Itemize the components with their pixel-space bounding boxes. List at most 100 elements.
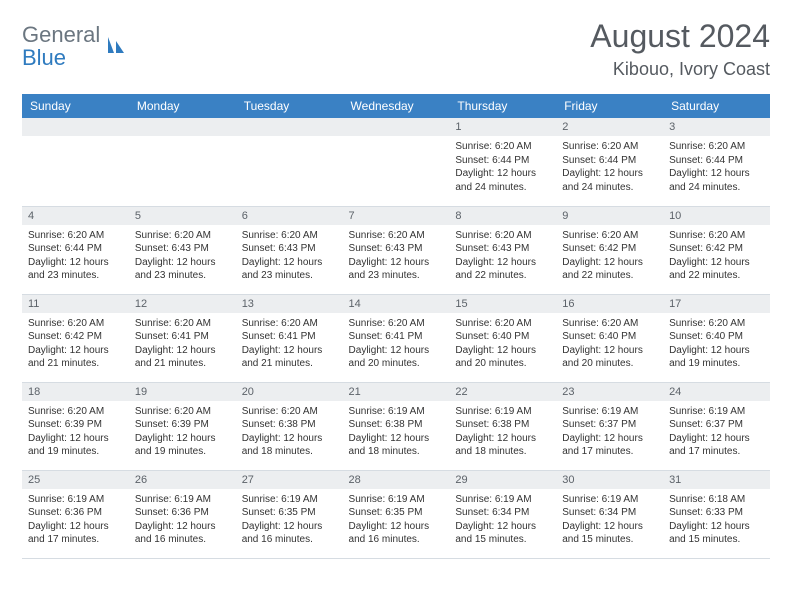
calendar-day-cell: 29Sunrise: 6:19 AMSunset: 6:34 PMDayligh…	[449, 470, 556, 558]
daylight-text: Daylight: 12 hours and 21 minutes.	[135, 344, 230, 371]
calendar-day-cell: 18Sunrise: 6:20 AMSunset: 6:39 PMDayligh…	[22, 382, 129, 470]
calendar-day-cell: 14Sunrise: 6:20 AMSunset: 6:41 PMDayligh…	[343, 294, 450, 382]
calendar-week-row: 4Sunrise: 6:20 AMSunset: 6:44 PMDaylight…	[22, 206, 770, 294]
daylight-text: Daylight: 12 hours and 20 minutes.	[455, 344, 550, 371]
calendar-day-cell: 26Sunrise: 6:19 AMSunset: 6:36 PMDayligh…	[129, 470, 236, 558]
sunrise-text: Sunrise: 6:20 AM	[28, 405, 123, 419]
day-number-bar: 9	[556, 207, 663, 225]
sunrise-text: Sunrise: 6:19 AM	[455, 493, 550, 507]
calendar-day-cell: 11Sunrise: 6:20 AMSunset: 6:42 PMDayligh…	[22, 294, 129, 382]
day-content: Sunrise: 6:20 AMSunset: 6:43 PMDaylight:…	[129, 225, 236, 287]
sunset-text: Sunset: 6:43 PM	[135, 242, 230, 256]
daylight-text: Daylight: 12 hours and 22 minutes.	[562, 256, 657, 283]
day-number-bar: 22	[449, 383, 556, 401]
weekday-header: Thursday	[449, 94, 556, 118]
logo: General Blue	[22, 24, 130, 70]
sunrise-text: Sunrise: 6:20 AM	[242, 229, 337, 243]
day-content: Sunrise: 6:20 AMSunset: 6:41 PMDaylight:…	[129, 313, 236, 375]
day-number-bar: 31	[663, 471, 770, 489]
sunset-text: Sunset: 6:44 PM	[28, 242, 123, 256]
day-content: Sunrise: 6:19 AMSunset: 6:36 PMDaylight:…	[129, 489, 236, 551]
day-number-bar: 23	[556, 383, 663, 401]
day-number-bar: 30	[556, 471, 663, 489]
daylight-text: Daylight: 12 hours and 23 minutes.	[28, 256, 123, 283]
calendar-day-cell: 10Sunrise: 6:20 AMSunset: 6:42 PMDayligh…	[663, 206, 770, 294]
day-number-bar: 2	[556, 118, 663, 136]
day-content: Sunrise: 6:20 AMSunset: 6:39 PMDaylight:…	[22, 401, 129, 463]
calendar-day-cell	[343, 118, 450, 206]
sunset-text: Sunset: 6:41 PM	[349, 330, 444, 344]
day-content: Sunrise: 6:20 AMSunset: 6:44 PMDaylight:…	[556, 136, 663, 198]
calendar-day-cell: 17Sunrise: 6:20 AMSunset: 6:40 PMDayligh…	[663, 294, 770, 382]
day-number-bar: 12	[129, 295, 236, 313]
calendar-day-cell: 22Sunrise: 6:19 AMSunset: 6:38 PMDayligh…	[449, 382, 556, 470]
title-block: August 2024 Kibouo, Ivory Coast	[590, 18, 770, 80]
day-number-bar	[236, 118, 343, 136]
day-content: Sunrise: 6:20 AMSunset: 6:44 PMDaylight:…	[22, 225, 129, 287]
sunset-text: Sunset: 6:40 PM	[669, 330, 764, 344]
daylight-text: Daylight: 12 hours and 21 minutes.	[242, 344, 337, 371]
weekday-header: Sunday	[22, 94, 129, 118]
day-number-bar: 19	[129, 383, 236, 401]
sunset-text: Sunset: 6:40 PM	[455, 330, 550, 344]
day-number-bar: 1	[449, 118, 556, 136]
day-content: Sunrise: 6:20 AMSunset: 6:42 PMDaylight:…	[22, 313, 129, 375]
daylight-text: Daylight: 12 hours and 15 minutes.	[455, 520, 550, 547]
sunrise-text: Sunrise: 6:20 AM	[349, 229, 444, 243]
weekday-header: Monday	[129, 94, 236, 118]
day-content: Sunrise: 6:19 AMSunset: 6:36 PMDaylight:…	[22, 489, 129, 551]
calendar-day-cell	[129, 118, 236, 206]
sunrise-text: Sunrise: 6:20 AM	[242, 405, 337, 419]
logo-text-general: General	[22, 22, 100, 47]
day-number-bar: 28	[343, 471, 450, 489]
day-number-bar	[22, 118, 129, 136]
day-number-bar: 7	[343, 207, 450, 225]
sunrise-text: Sunrise: 6:20 AM	[562, 317, 657, 331]
day-number-bar: 4	[22, 207, 129, 225]
day-content: Sunrise: 6:20 AMSunset: 6:40 PMDaylight:…	[449, 313, 556, 375]
day-content: Sunrise: 6:20 AMSunset: 6:38 PMDaylight:…	[236, 401, 343, 463]
day-content: Sunrise: 6:20 AMSunset: 6:44 PMDaylight:…	[449, 136, 556, 198]
calendar-day-cell: 23Sunrise: 6:19 AMSunset: 6:37 PMDayligh…	[556, 382, 663, 470]
day-number-bar: 14	[343, 295, 450, 313]
calendar-day-cell: 27Sunrise: 6:19 AMSunset: 6:35 PMDayligh…	[236, 470, 343, 558]
sunset-text: Sunset: 6:35 PM	[349, 506, 444, 520]
sunrise-text: Sunrise: 6:19 AM	[349, 405, 444, 419]
calendar-week-row: 18Sunrise: 6:20 AMSunset: 6:39 PMDayligh…	[22, 382, 770, 470]
sunrise-text: Sunrise: 6:20 AM	[669, 317, 764, 331]
daylight-text: Daylight: 12 hours and 15 minutes.	[669, 520, 764, 547]
sunset-text: Sunset: 6:38 PM	[242, 418, 337, 432]
sunset-text: Sunset: 6:34 PM	[455, 506, 550, 520]
calendar-grid: SundayMondayTuesdayWednesdayThursdayFrid…	[22, 94, 770, 559]
calendar-week-row: 11Sunrise: 6:20 AMSunset: 6:42 PMDayligh…	[22, 294, 770, 382]
calendar-day-cell: 24Sunrise: 6:19 AMSunset: 6:37 PMDayligh…	[663, 382, 770, 470]
sunrise-text: Sunrise: 6:19 AM	[562, 493, 657, 507]
calendar-day-cell: 5Sunrise: 6:20 AMSunset: 6:43 PMDaylight…	[129, 206, 236, 294]
sunrise-text: Sunrise: 6:20 AM	[455, 140, 550, 154]
sunset-text: Sunset: 6:41 PM	[135, 330, 230, 344]
calendar-day-cell	[236, 118, 343, 206]
day-content: Sunrise: 6:20 AMSunset: 6:44 PMDaylight:…	[663, 136, 770, 198]
header: General Blue August 2024 Kibouo, Ivory C…	[22, 18, 770, 80]
sunset-text: Sunset: 6:39 PM	[135, 418, 230, 432]
sunset-text: Sunset: 6:35 PM	[242, 506, 337, 520]
sunset-text: Sunset: 6:37 PM	[669, 418, 764, 432]
daylight-text: Daylight: 12 hours and 15 minutes.	[562, 520, 657, 547]
day-content: Sunrise: 6:19 AMSunset: 6:37 PMDaylight:…	[556, 401, 663, 463]
sunset-text: Sunset: 6:43 PM	[242, 242, 337, 256]
day-number-bar: 20	[236, 383, 343, 401]
calendar-day-cell: 25Sunrise: 6:19 AMSunset: 6:36 PMDayligh…	[22, 470, 129, 558]
calendar-day-cell: 19Sunrise: 6:20 AMSunset: 6:39 PMDayligh…	[129, 382, 236, 470]
sunrise-text: Sunrise: 6:18 AM	[669, 493, 764, 507]
sunrise-text: Sunrise: 6:20 AM	[562, 140, 657, 154]
calendar-day-cell: 20Sunrise: 6:20 AMSunset: 6:38 PMDayligh…	[236, 382, 343, 470]
daylight-text: Daylight: 12 hours and 22 minutes.	[455, 256, 550, 283]
sunrise-text: Sunrise: 6:19 AM	[562, 405, 657, 419]
month-title: August 2024	[590, 18, 770, 55]
sunset-text: Sunset: 6:42 PM	[28, 330, 123, 344]
day-number-bar: 18	[22, 383, 129, 401]
sunrise-text: Sunrise: 6:19 AM	[349, 493, 444, 507]
day-content: Sunrise: 6:20 AMSunset: 6:43 PMDaylight:…	[449, 225, 556, 287]
calendar-day-cell: 7Sunrise: 6:20 AMSunset: 6:43 PMDaylight…	[343, 206, 450, 294]
day-content: Sunrise: 6:20 AMSunset: 6:43 PMDaylight:…	[343, 225, 450, 287]
